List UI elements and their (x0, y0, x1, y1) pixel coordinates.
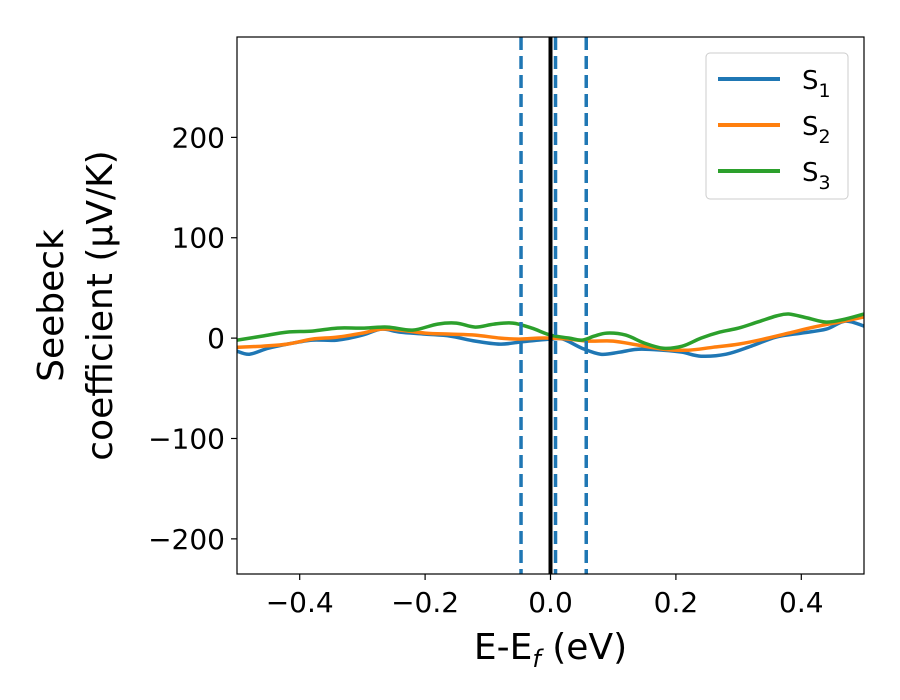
series-line-s2 (237, 315, 864, 353)
legend-entry-s1: S1 (718, 66, 831, 102)
legend: S1 S2 S3 (705, 52, 849, 200)
vline-layer (519, 37, 588, 574)
legend-entry-s2: S2 (718, 112, 831, 148)
y-axis-label-line1: Seebeck (31, 229, 72, 382)
x-tick-label: 0.0 (528, 586, 573, 619)
y-tick-label: 100 (172, 222, 225, 255)
x-axis-label-main: E-E (474, 627, 532, 668)
x-axis-ticks: −0.4 −0.2 0.0 0.2 0.4 (266, 574, 824, 619)
x-tick-label: 0.2 (654, 586, 699, 619)
legend-label: S3 (802, 158, 831, 194)
x-axis-label-suffix: (eV) (541, 627, 627, 668)
y-axis-label-line2: coefficient (μV/K) (80, 150, 121, 460)
series-line-s3 (237, 312, 864, 351)
y-tick-label: 200 (172, 121, 225, 154)
y-axis-ticks: −200 −100 0 100 200 (148, 121, 237, 556)
legend-entry-s3: S3 (718, 158, 831, 194)
legend-label: S1 (802, 66, 831, 102)
y-tick-label: −200 (148, 523, 225, 556)
y-tick-label: 0 (207, 322, 225, 355)
x-tick-label: 0.4 (779, 586, 824, 619)
legend-label: S2 (802, 112, 831, 148)
x-tick-label: −0.2 (391, 586, 459, 619)
x-axis-label: E-Ef (eV) (474, 627, 627, 673)
x-tick-label: −0.4 (266, 586, 334, 619)
y-axis-label: Seebeck coefficient (μV/K) (31, 150, 121, 460)
y-tick-label: −100 (148, 422, 225, 455)
